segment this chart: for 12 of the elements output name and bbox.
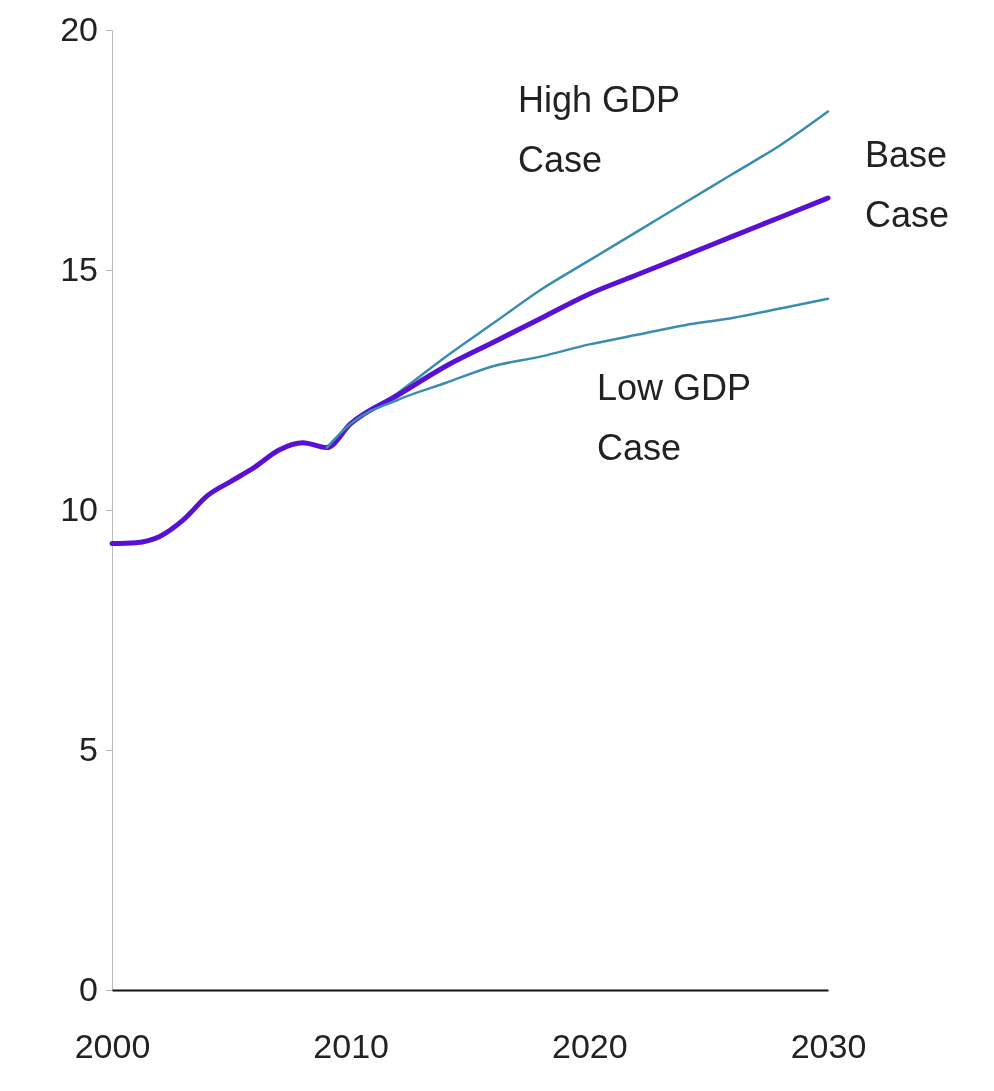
y-tick-label: 10 (60, 490, 98, 529)
y-tick-label: 20 (60, 10, 98, 49)
series-label: Base Case (865, 134, 950, 235)
x-tick-label: 2010 (313, 1027, 389, 1066)
x-tick-label: 2000 (74, 1027, 151, 1066)
y-tick-label: 5 (79, 730, 98, 769)
series-label: High GDP Case (518, 79, 681, 180)
x-tick-label: 2020 (552, 1027, 628, 1066)
y-tick-label: 15 (60, 250, 98, 289)
series-label: Low GDP Case (597, 367, 752, 468)
y-tick-label: 0 (79, 970, 98, 1009)
x-tick-label: 2030 (790, 1027, 867, 1066)
